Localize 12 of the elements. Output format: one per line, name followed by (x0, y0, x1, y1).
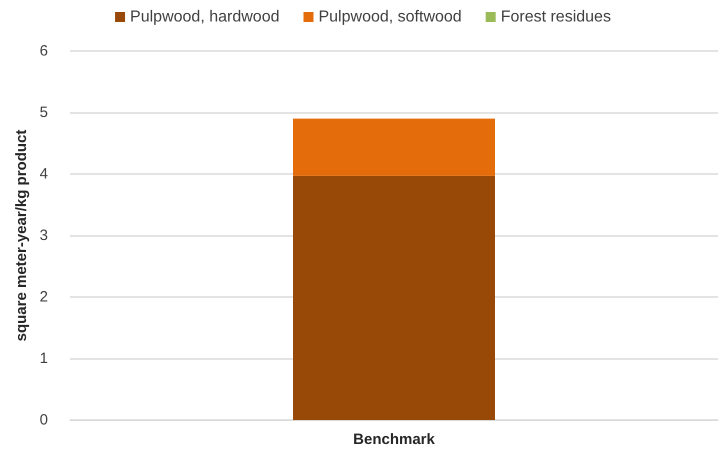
y-tick-label: 2 (40, 288, 48, 306)
y-tick-label: 5 (40, 104, 48, 121)
y-tick-label: 0 (40, 412, 48, 428)
y-tick-label: 1 (40, 350, 48, 367)
legend-label: Pulpwood, hardwood (130, 8, 280, 26)
y-tick-label: 3 (40, 227, 48, 244)
legend-label: Pulpwood, softwood (318, 8, 462, 26)
y-axis-title: square meter-year/kg product (12, 130, 30, 342)
y-tick-label: 6 (40, 42, 48, 60)
x-tick-label: Benchmark (353, 431, 436, 448)
y-tick-label: 4 (40, 166, 48, 182)
legend-label: Forest residues (500, 8, 611, 26)
